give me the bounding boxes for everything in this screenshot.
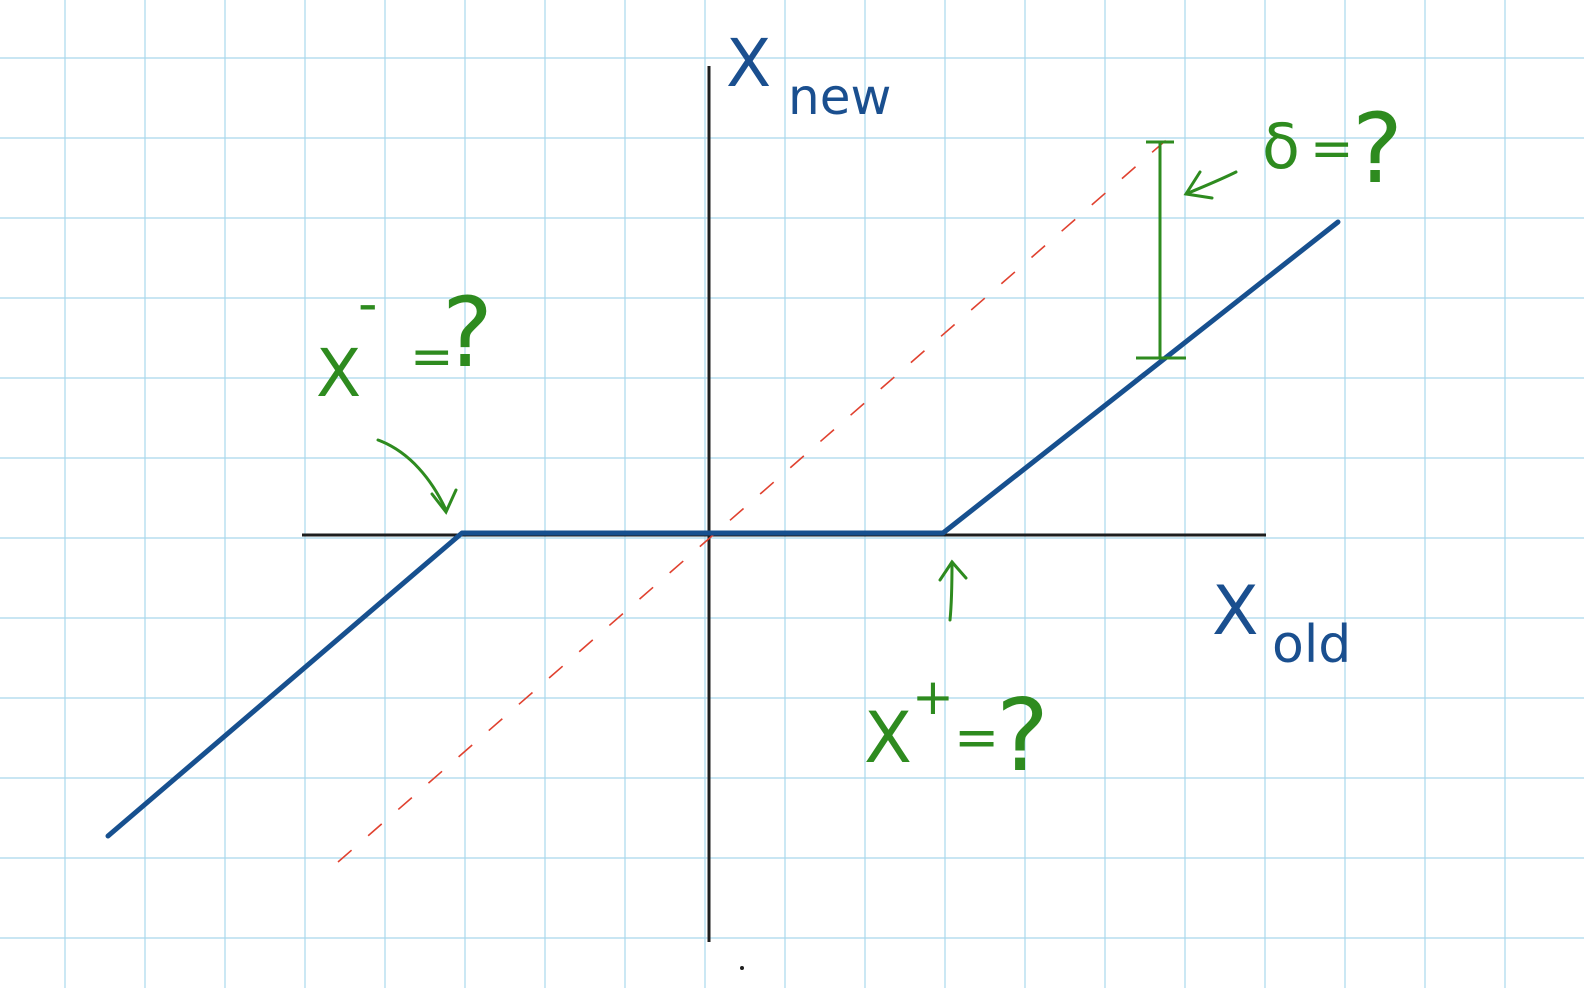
x-plus-arrow [938,559,968,622]
x-plus-label-sup: + [912,668,954,726]
x-minus-label-eq: = [410,327,454,387]
x-minus-label-value: ? [442,277,493,389]
x-minus-label-main: X [316,335,361,412]
delta-label-symbol: δ [1262,110,1300,183]
delta-label-eq: = [1310,119,1354,179]
x-plus-label-main: X [864,697,912,779]
x-new-label-sub: new [788,68,891,126]
delta-label-value: ? [1352,93,1403,205]
identity-reference-line [337,127,1181,863]
x-new-label-main: X [726,25,771,102]
soft-threshold-curve [105,219,1341,839]
x-old-label-main: X [1212,572,1259,651]
delta-bracket [1136,140,1186,360]
delta-arrow [1183,170,1238,200]
x-old-label-sub: old [1272,615,1351,675]
stray-dot [740,966,744,970]
x-plus-label-value: ? [996,677,1049,794]
x-plus-label-eq: = [954,706,999,769]
x-minus-label-sup: - [358,272,378,335]
x-minus-arrow [376,438,458,515]
